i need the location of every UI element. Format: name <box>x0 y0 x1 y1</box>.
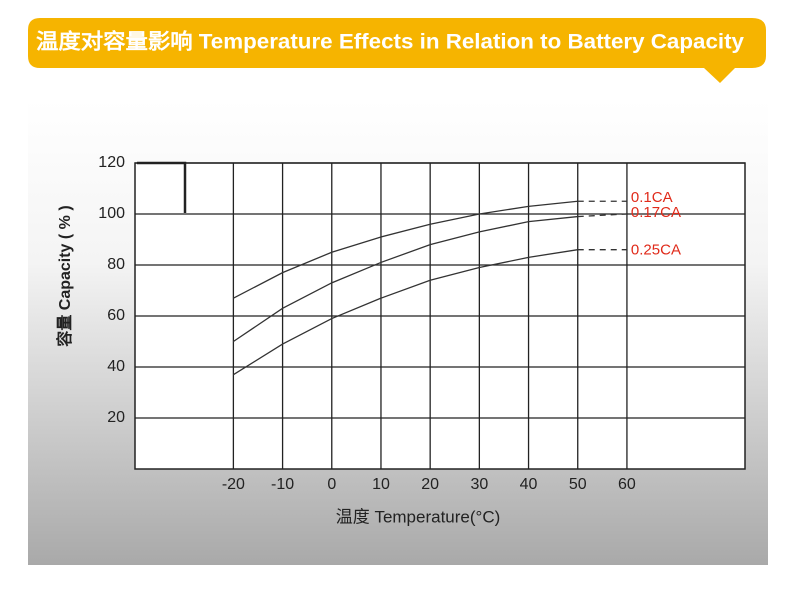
chart-title: 温度对容量影响 Temperature Effects in Relation … <box>36 30 744 54</box>
line-extension <box>577 213 627 218</box>
y-axis-label: 容量 Capacity ( % ) <box>55 205 74 347</box>
line <box>233 215 578 343</box>
y-tick-label: 80 <box>107 256 125 273</box>
x-tick-label: 20 <box>421 476 439 493</box>
x-tick-label: 50 <box>569 476 587 493</box>
x-tick-label: 40 <box>520 476 538 493</box>
series-label: 0.17CA <box>631 204 681 221</box>
x-axis-label: 温度 Temperature(°C) <box>336 507 501 526</box>
x-tick-label: 0 <box>327 476 336 493</box>
y-tick-label: 40 <box>107 358 125 375</box>
line <box>233 249 578 376</box>
y-tick-label: 100 <box>98 205 125 222</box>
x-tick-label: -10 <box>271 476 294 493</box>
x-tick-label: -20 <box>222 476 245 493</box>
x-tick-label: 60 <box>618 476 636 493</box>
y-tick-label: 20 <box>107 409 125 426</box>
line <box>233 200 578 299</box>
series-label: 0.25CA <box>631 242 681 259</box>
y-tick-label: 60 <box>107 307 125 324</box>
title-banner <box>28 18 766 83</box>
x-tick-label: 30 <box>470 476 488 493</box>
corner-mark <box>137 161 187 213</box>
y-tick-label: 120 <box>98 154 125 171</box>
x-tick-label: 10 <box>372 476 390 493</box>
series-label: 0.1CA <box>631 189 673 206</box>
plot-frame <box>134 162 746 470</box>
